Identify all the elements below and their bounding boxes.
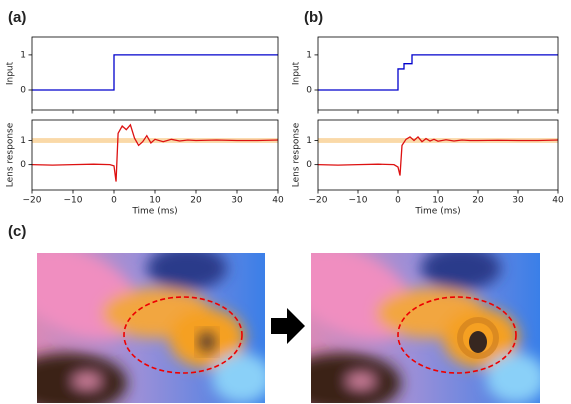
x-tick-label: −10 xyxy=(349,196,368,206)
axes-frame xyxy=(317,119,559,191)
focus-ellipse xyxy=(123,296,243,374)
shaded-band xyxy=(32,138,278,143)
y-tick-label: 0 xyxy=(306,85,312,95)
panel-label: (a) xyxy=(8,9,26,26)
x-tick-label: 20 xyxy=(190,196,202,206)
data-line xyxy=(31,123,279,182)
y-axis-label: Lens response xyxy=(292,122,302,187)
shaded-band xyxy=(318,138,558,143)
x-axis-label: Time (ms) xyxy=(131,207,177,217)
arrow xyxy=(271,308,305,344)
x-tick-label: −10 xyxy=(64,196,83,206)
image-after xyxy=(271,227,546,404)
panel-label: (c) xyxy=(8,223,26,240)
x-tick-label: 30 xyxy=(231,196,243,206)
y-tick-label: 1 xyxy=(306,50,312,60)
x-tick-label: 0 xyxy=(395,196,401,206)
axes-frame xyxy=(31,36,279,111)
x-tick-label: −20 xyxy=(309,196,328,206)
data-line xyxy=(32,54,278,91)
y-tick-label: 0 xyxy=(20,160,26,170)
axes-frame xyxy=(31,119,279,191)
x-tick-label: 10 xyxy=(432,196,444,206)
x-axis-label: Time (ms) xyxy=(414,207,460,217)
x-tick-label: 30 xyxy=(512,196,524,206)
y-tick-label: 1 xyxy=(20,50,26,60)
x-tick-label: 0 xyxy=(111,196,117,206)
axes-frame xyxy=(317,36,559,111)
x-tick-label: 40 xyxy=(552,196,564,206)
y-axis-label: Input xyxy=(6,61,16,85)
y-tick-label: 1 xyxy=(306,136,312,146)
x-tick-label: 20 xyxy=(472,196,484,206)
data-line xyxy=(318,54,558,91)
x-tick-label: 40 xyxy=(272,196,284,206)
image-before xyxy=(0,227,272,404)
panel-label: (b) xyxy=(304,9,323,26)
x-tick-label: 10 xyxy=(149,196,161,206)
data-line xyxy=(317,135,559,176)
y-tick-label: 1 xyxy=(20,136,26,146)
y-tick-label: 0 xyxy=(20,85,26,95)
y-axis-label: Lens response xyxy=(6,122,16,187)
y-tick-label: 0 xyxy=(306,160,312,170)
focus-ellipse xyxy=(397,296,517,374)
x-tick-label: −20 xyxy=(23,196,42,206)
y-axis-label: Input xyxy=(292,61,302,85)
